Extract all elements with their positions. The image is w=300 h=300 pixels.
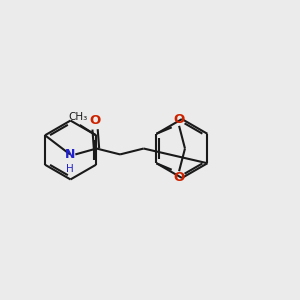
Text: N: N bbox=[65, 148, 75, 161]
Text: O: O bbox=[173, 113, 185, 126]
Text: CH₃: CH₃ bbox=[69, 112, 88, 122]
Text: O: O bbox=[173, 171, 185, 184]
Text: O: O bbox=[89, 114, 101, 127]
Text: H: H bbox=[66, 164, 74, 174]
